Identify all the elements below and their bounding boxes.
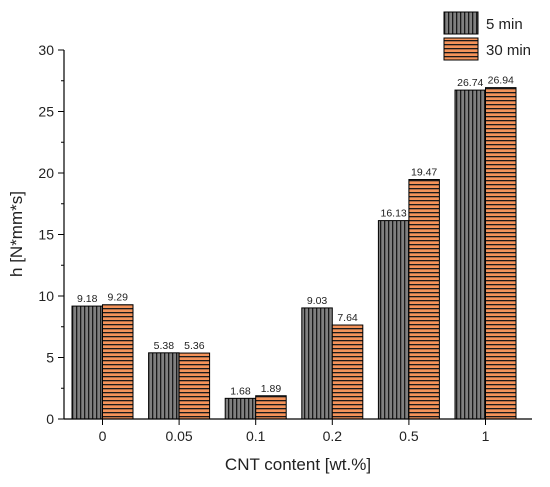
bars-group	[71, 87, 517, 420]
x-tick-label: 1	[482, 428, 490, 444]
bar-labels-group: 9.18 9.29 5.38 5.36 1.68 1.89 9.03 7.64 16.13 19.…	[77, 75, 514, 398]
legend-label-30-min: 30 min	[486, 42, 531, 59]
bar-value-label: 9.29	[108, 292, 129, 304]
y-tick-label: 30	[38, 42, 54, 58]
bar-value-label: 19.47	[411, 167, 437, 179]
y-tick-label: 25	[38, 104, 54, 120]
legend-label-5-min: 5 min	[486, 16, 523, 33]
bar-30-min-1	[485, 87, 517, 420]
bar-5-min-0.2	[301, 307, 333, 420]
bar-value-label: 26.94	[488, 75, 514, 87]
bar-30-min-0	[102, 304, 134, 420]
y-tick-label: 0	[46, 411, 54, 427]
bar-value-label: 26.74	[457, 77, 483, 89]
bar-30-min-0.05	[178, 352, 211, 420]
legend-swatch-5-min	[443, 11, 479, 35]
x-ticks-group: 0 0.05 0.1 0.2 0.5 1	[99, 419, 490, 444]
x-tick-label: 0.5	[399, 428, 419, 444]
bar-value-label: 9.03	[307, 295, 328, 307]
bar-value-label: 1.89	[261, 383, 282, 395]
bar-value-label: 5.36	[184, 340, 205, 352]
x-tick-label: 0.2	[323, 428, 343, 444]
bar-5-min-1	[454, 89, 486, 420]
x-tick-label: 0	[99, 428, 107, 444]
bar-5-min-0.05	[148, 352, 180, 420]
bar-30-min-0.5	[408, 179, 440, 420]
legend: 5 min 30 min	[443, 11, 531, 61]
x-tick-label: 0.05	[165, 428, 192, 444]
bar-30-min-0.2	[331, 324, 364, 420]
y-tick-label: 15	[38, 227, 54, 243]
legend-swatch-30-min	[443, 37, 479, 61]
bar-value-label: 7.64	[337, 312, 358, 324]
y-ticks-group: 0 5 10 15 20 25 30	[38, 42, 64, 427]
bar-value-label: 5.38	[154, 340, 175, 352]
y-tick-label: 5	[46, 350, 54, 366]
bar-30-min-0.1	[255, 395, 287, 420]
y-tick-label: 20	[38, 165, 54, 181]
bar-value-label: 1.68	[230, 385, 251, 397]
y-tick-label: 10	[38, 288, 54, 304]
x-tick-label: 0.1	[246, 428, 266, 444]
y-axis-label: h [N*mm*s]	[7, 191, 26, 277]
bar-value-label: 16.13	[381, 208, 407, 220]
bar-5-min-0.5	[377, 220, 410, 420]
bar-5-min-0.1	[224, 397, 257, 420]
bar-5-min-0	[71, 305, 103, 420]
bar-value-label: 9.18	[77, 293, 98, 305]
x-axis-label: CNT content [wt.%]	[225, 455, 371, 474]
